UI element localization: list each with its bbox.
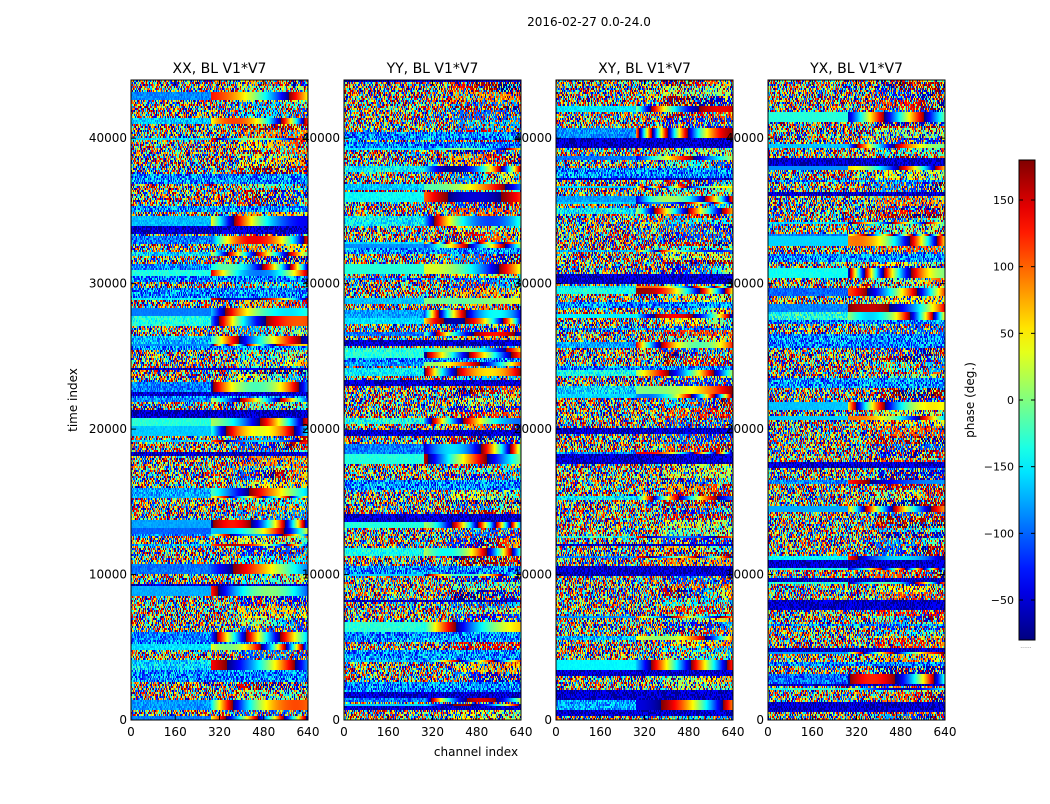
heatmap-image (768, 80, 945, 720)
y-tick-label: 40000 (726, 131, 764, 145)
y-axis-label: time index (66, 368, 80, 432)
colorbar-tick-label: 100 (993, 261, 1014, 274)
x-tick-label: 160 (377, 725, 400, 739)
x-tick-label: 480 (252, 725, 275, 739)
x-tick-label: 480 (889, 725, 912, 739)
x-axis-label: channel index (434, 745, 518, 759)
heatmap-image (556, 80, 733, 720)
x-tick-label: 0 (764, 725, 772, 739)
x-tick-label: 640 (297, 725, 320, 739)
x-tick-label: 320 (208, 725, 231, 739)
y-tick-label: 20000 (726, 422, 764, 436)
y-tick-label: 30000 (514, 277, 552, 291)
y-tick-label: 10000 (514, 568, 552, 582)
y-tick-label: 30000 (302, 277, 340, 291)
y-tick-label: 0 (332, 713, 340, 727)
y-tick-label: 10000 (302, 568, 340, 582)
y-tick-label: 0 (756, 713, 764, 727)
panel-title: YX, BL V1*V7 (809, 61, 903, 77)
x-tick-label: 320 (845, 725, 868, 739)
colorbar: 150 100 50 0 −150 −100 −50 (984, 159, 1036, 641)
colorbar-tick-label: −100 (984, 527, 1014, 540)
x-tick-label: 320 (633, 725, 656, 739)
panel-title: XX, BL V1*V7 (173, 61, 267, 77)
y-tick-label: 40000 (514, 131, 552, 145)
heatmap-image (131, 80, 308, 720)
x-tick-label: 0 (127, 725, 135, 739)
y-tick-label: 0 (119, 713, 127, 727)
panel-4: YX, BL V1*V7 0 160 320 480 640 0 10000 20000 3000… (726, 61, 957, 739)
y-tick-label: 30000 (726, 277, 764, 291)
x-tick-label: 160 (801, 725, 824, 739)
y-tick-label: 10000 (726, 568, 764, 582)
x-tick-label: 160 (164, 725, 187, 739)
heatmap-image (344, 80, 521, 720)
panel-title: YY, BL V1*V7 (386, 61, 479, 77)
colorbar-tick-label: 0 (1007, 394, 1014, 407)
panel-2: YY, BL V1*V7 0 160 320 480 640 0 10000 20000 3000… (302, 61, 533, 739)
colorbar-tick-label: 150 (993, 194, 1014, 207)
x-tick-label: 480 (465, 725, 488, 739)
colorbar-footnote: ...... (1020, 643, 1032, 650)
y-tick-label: 40000 (89, 131, 127, 145)
panel-title: XY, BL V1*V7 (598, 61, 691, 77)
figure-title: 2016-02-27 0.0-24.0 (527, 15, 651, 29)
panel-1: XX, BL V1*V7 0 160 320 480 640 0 10000 20000 3000… (89, 61, 320, 739)
y-tick-label: 20000 (89, 422, 127, 436)
x-tick-label: 640 (722, 725, 745, 739)
x-tick-label: 0 (340, 725, 348, 739)
colorbar-gradient (1019, 160, 1035, 640)
panel-3: XY, BL V1*V7 0 160 320 480 640 0 10000 20000 3000… (514, 61, 745, 739)
colorbar-tick-label: −50 (991, 594, 1014, 607)
y-tick-label: 40000 (302, 131, 340, 145)
x-tick-label: 640 (510, 725, 533, 739)
colorbar-label: phase (deg.) (963, 362, 977, 438)
y-tick-label: 20000 (302, 422, 340, 436)
y-tick-label: 10000 (89, 568, 127, 582)
y-tick-label: 30000 (89, 277, 127, 291)
x-tick-label: 160 (589, 725, 612, 739)
colorbar-tick-label: 50 (1000, 327, 1014, 340)
x-tick-label: 640 (934, 725, 957, 739)
panels-group: XX, BL V1*V7 0 160 320 480 640 0 10000 20000 3000… (89, 61, 957, 739)
y-tick-label: 0 (544, 713, 552, 727)
colorbar-tick-label: −150 (984, 461, 1014, 474)
x-tick-label: 320 (421, 725, 444, 739)
x-tick-label: 0 (552, 725, 560, 739)
y-tick-label: 20000 (514, 422, 552, 436)
x-tick-label: 480 (677, 725, 700, 739)
